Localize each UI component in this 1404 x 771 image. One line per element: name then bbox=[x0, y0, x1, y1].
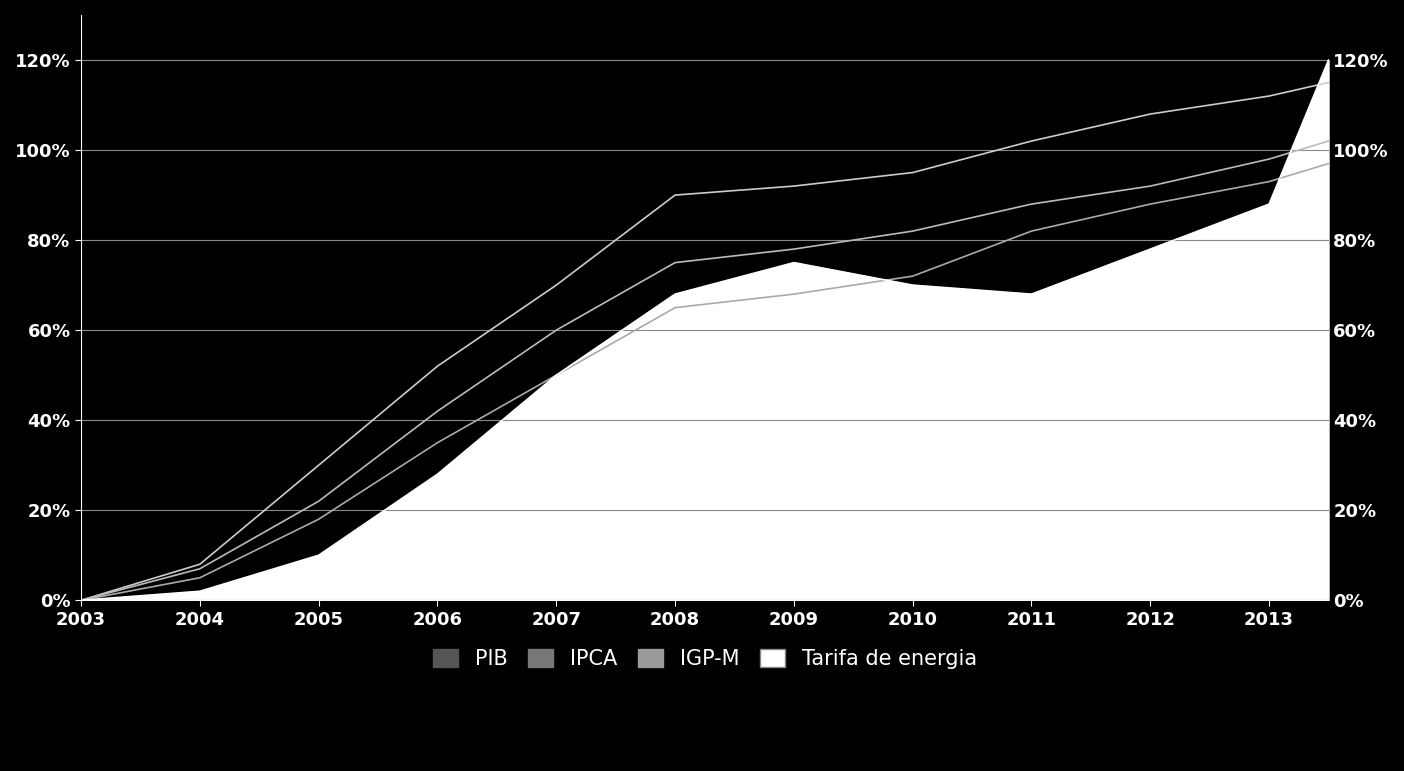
Legend: PIB, IPCA, IGP-M, Tarifa de energia: PIB, IPCA, IGP-M, Tarifa de energia bbox=[424, 641, 986, 678]
